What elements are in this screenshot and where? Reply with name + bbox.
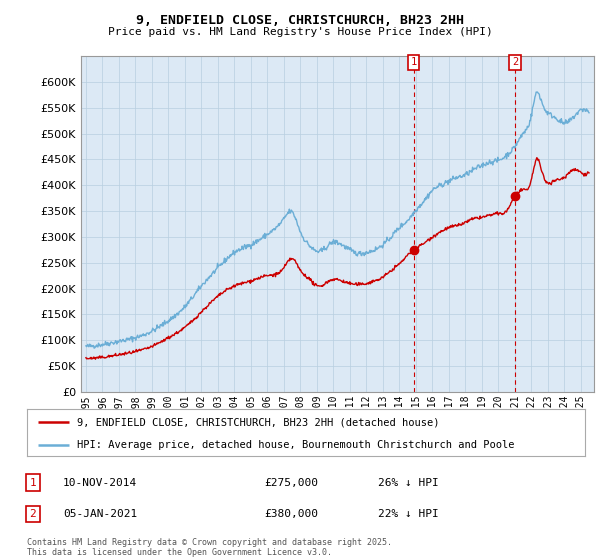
Text: 9, ENDFIELD CLOSE, CHRISTCHURCH, BH23 2HH (detached house): 9, ENDFIELD CLOSE, CHRISTCHURCH, BH23 2H…	[77, 417, 440, 427]
Text: 10-NOV-2014: 10-NOV-2014	[63, 478, 137, 488]
Text: 2: 2	[29, 509, 37, 519]
Text: 26% ↓ HPI: 26% ↓ HPI	[378, 478, 439, 488]
Text: 05-JAN-2021: 05-JAN-2021	[63, 509, 137, 519]
Text: 2: 2	[512, 57, 518, 67]
Text: Price paid vs. HM Land Registry's House Price Index (HPI): Price paid vs. HM Land Registry's House …	[107, 27, 493, 37]
Text: £275,000: £275,000	[264, 478, 318, 488]
Text: HPI: Average price, detached house, Bournemouth Christchurch and Poole: HPI: Average price, detached house, Bour…	[77, 440, 515, 450]
Text: £380,000: £380,000	[264, 509, 318, 519]
Text: 1: 1	[410, 57, 416, 67]
Text: 1: 1	[29, 478, 37, 488]
Text: Contains HM Land Registry data © Crown copyright and database right 2025.
This d: Contains HM Land Registry data © Crown c…	[27, 538, 392, 557]
Text: 22% ↓ HPI: 22% ↓ HPI	[378, 509, 439, 519]
Text: 9, ENDFIELD CLOSE, CHRISTCHURCH, BH23 2HH: 9, ENDFIELD CLOSE, CHRISTCHURCH, BH23 2H…	[136, 14, 464, 27]
